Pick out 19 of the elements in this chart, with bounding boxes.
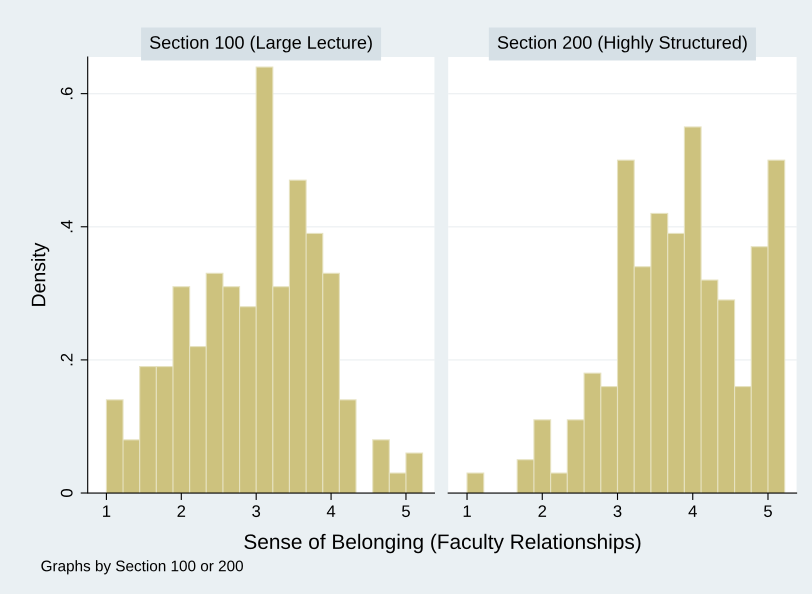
chart-title: Section 200 (Highly Structured) xyxy=(498,36,747,52)
x-tick-label: 5 xyxy=(402,505,410,518)
x-tick-label: 1 xyxy=(103,505,110,517)
y-axis-title: Density xyxy=(31,242,50,306)
y-tick-label: .6 xyxy=(60,87,73,100)
chart-title: Section 100 (Large Lecture) xyxy=(150,36,372,52)
y-tick-label: 0 xyxy=(60,489,73,498)
x-tick-label: 2 xyxy=(178,505,186,517)
y-tick-label: .2 xyxy=(60,354,72,366)
x-tick-label: 2 xyxy=(538,505,546,517)
x-tick-label: 3 xyxy=(614,505,622,518)
x-tick-label: 4 xyxy=(688,505,697,517)
x-tick-label: 1 xyxy=(464,505,471,517)
x-axis-title: Sense of Belonging (Faculty Relationships) xyxy=(244,534,640,554)
y-tick-label: .4 xyxy=(60,220,72,232)
x-tick-label: 5 xyxy=(764,505,772,518)
x-tick-label: 3 xyxy=(252,505,260,518)
x-tick-label: 4 xyxy=(326,505,336,517)
text: Graphs by Section 100 or 200 xyxy=(41,560,243,574)
